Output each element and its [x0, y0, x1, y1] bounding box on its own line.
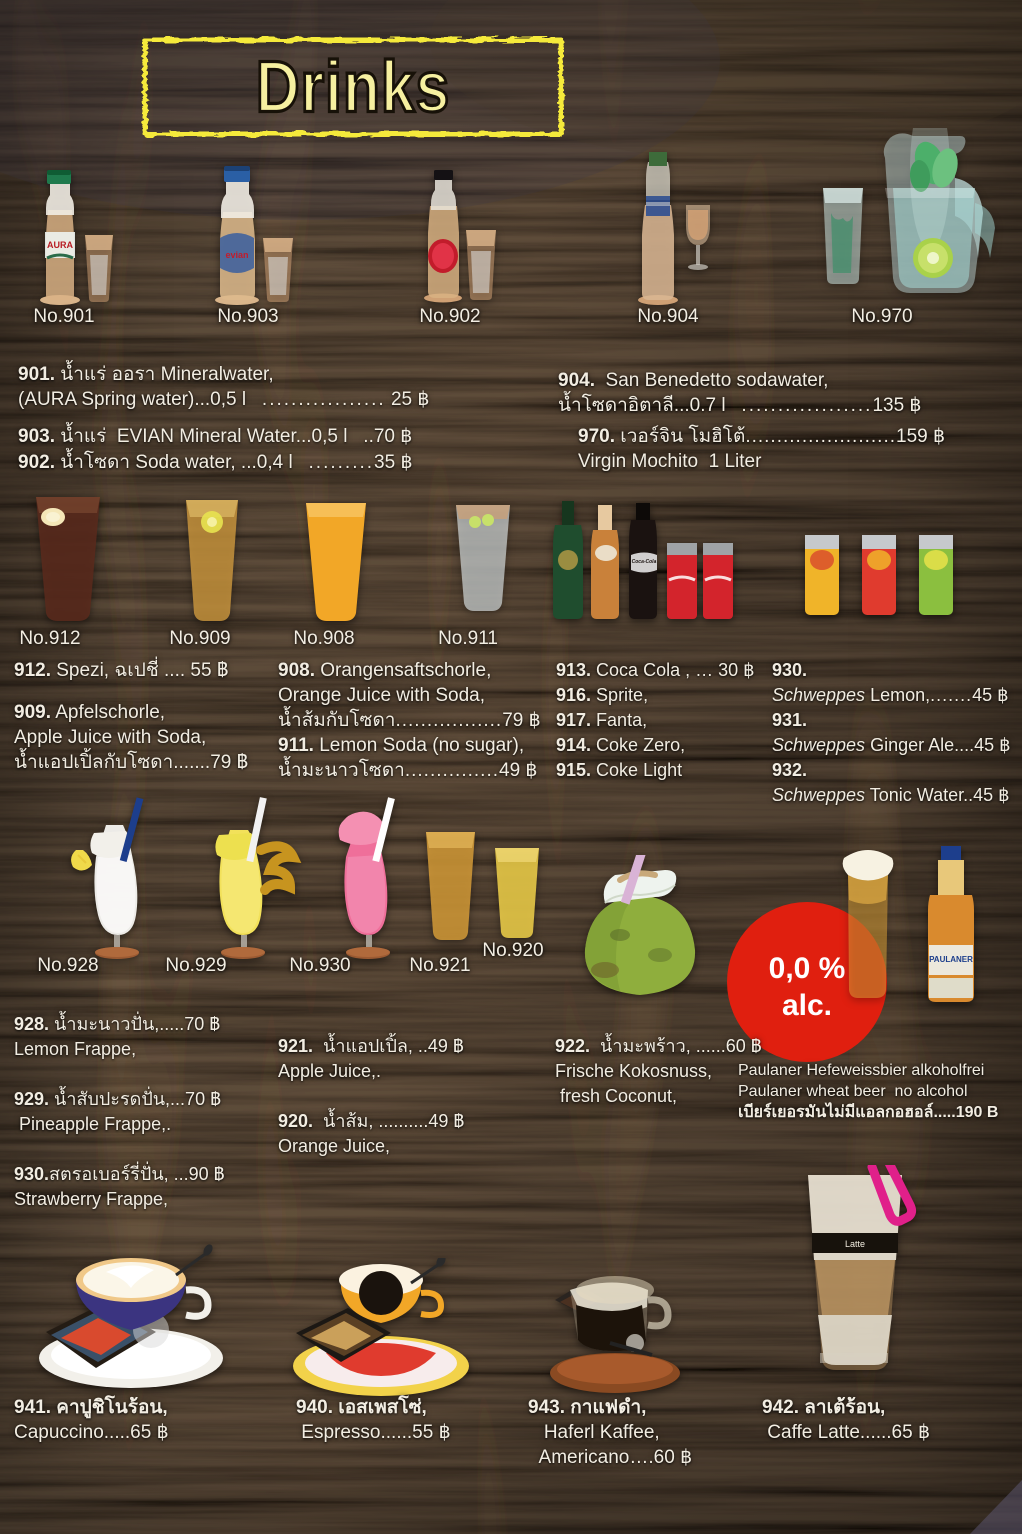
svg-text:AURA: AURA: [47, 240, 73, 250]
svg-text:evian: evian: [225, 250, 248, 260]
svg-text:0,0 %: 0,0 %: [769, 952, 846, 985]
svg-text:PAULANER: PAULANER: [929, 955, 973, 964]
svg-text:Latte: Latte: [845, 1239, 865, 1249]
svg-text:alc.: alc.: [782, 989, 832, 1022]
svg-text:Coca-Cola: Coca-Cola: [632, 559, 657, 565]
